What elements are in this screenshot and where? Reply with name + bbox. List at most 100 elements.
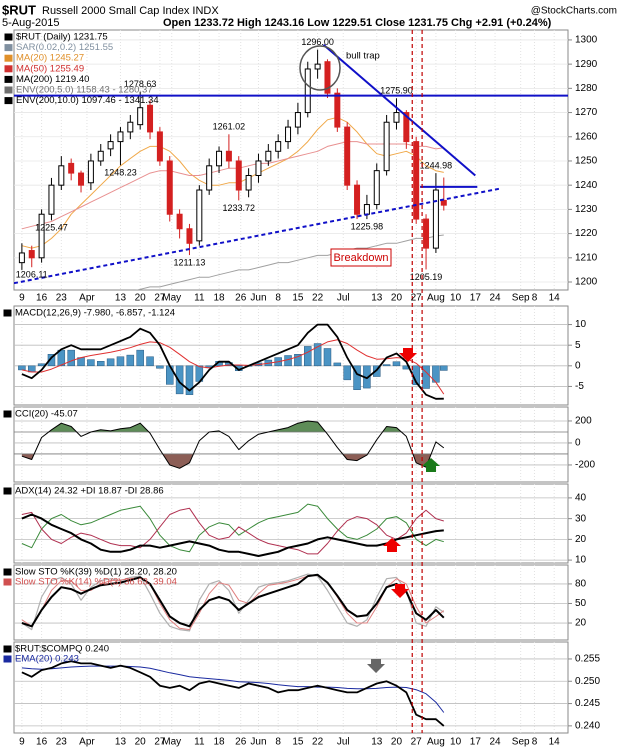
y-tick-label: 1250 [575, 156, 598, 167]
x-tick-label: 18 [213, 293, 225, 304]
low-label: 1206.11 [16, 270, 48, 280]
candle-body [235, 160, 242, 191]
annotations: bull trap Breakdown [299, 45, 440, 673]
x-tick-label: 8 [275, 293, 281, 304]
x-tick-label: 27 [154, 737, 166, 748]
x-tick-label: 16 [36, 293, 48, 304]
x-tick-label: Apr [79, 737, 95, 748]
x-tick-label: 26 [235, 737, 247, 748]
bull-trap-circle [299, 45, 341, 91]
legend-label: $RUT (Daily) 1231.75 [16, 32, 108, 43]
histogram-bar [96, 361, 105, 367]
candle-body [393, 112, 400, 123]
y-tick-label: 80 [575, 579, 587, 590]
x-tick-label: 24 [489, 293, 501, 304]
arrow [383, 538, 401, 552]
x-tick-label: Aug [427, 293, 445, 304]
arrow [367, 659, 385, 673]
histogram-bar [156, 365, 164, 369]
candle-body [127, 121, 134, 133]
histogram-bar [67, 349, 75, 367]
x-tick-label: 27 [411, 737, 423, 748]
candle-body [255, 160, 262, 176]
low-label: 1225.98 [351, 221, 384, 231]
x-tick-label: 22 [312, 737, 324, 748]
legend-label: ENV(200,5.0) 1158.43 - 1280.37 [16, 85, 153, 96]
y-tick-label: 1300 [575, 35, 598, 46]
x-tick-label: Jun [250, 293, 266, 304]
plot-area [14, 484, 568, 563]
x-tick-label: 24 [489, 737, 501, 748]
x-tick-label: May [162, 737, 181, 748]
x-tick-label: 26 [235, 293, 247, 304]
candle-body [440, 199, 447, 206]
x-tick-label: Sep [512, 737, 530, 748]
candle-body [18, 252, 25, 264]
x-tick-label: 17 [470, 737, 482, 748]
x-tick-label: Jul [337, 293, 350, 304]
x-tick-label: 13 [115, 737, 127, 748]
candle-body [216, 150, 223, 167]
x-tick-label: Jul [337, 737, 350, 748]
legend-swatch [4, 75, 13, 83]
y-tick-label: 0.255 [575, 654, 600, 665]
y-tick-label: 0 [575, 360, 581, 371]
legend-label: MA(200) 1219.40 [16, 74, 89, 85]
histogram-bar [185, 365, 194, 395]
candle-body [206, 165, 213, 191]
histogram-bar [343, 365, 351, 381]
x-tick-label: 13 [115, 293, 127, 304]
x-tick-label: 20 [391, 293, 403, 304]
candle-body [117, 131, 124, 143]
histogram-bar [382, 364, 391, 367]
legend-label: SAR(0.02,0.2) 1251.55 [16, 42, 113, 53]
legend-label: ENV(200,10.0) 1097.46 - 1341.34 [16, 95, 159, 106]
candle-body [304, 68, 311, 114]
x-tick-label: 20 [135, 737, 147, 748]
candle-body [137, 107, 144, 126]
series-line [21, 503, 444, 553]
candle-body [423, 218, 430, 249]
low-label: 1205.19 [410, 272, 443, 282]
x-tick-label: 20 [135, 293, 147, 304]
candle-body [107, 141, 114, 150]
trendline [322, 44, 476, 177]
x-tick-label: 16 [36, 737, 48, 748]
x-tick-label: Apr [79, 293, 95, 304]
histogram-bar [87, 359, 95, 367]
y-tick-label: 1280 [575, 83, 598, 94]
y-tick-label: 1200 [575, 277, 598, 288]
y-tick-label: 40 [575, 493, 587, 504]
legend-label: Slow STO %K(14) %D(3) 36.63, 39.04 [15, 577, 177, 588]
legend-label: MA(50) 1255.49 [16, 63, 84, 74]
chart-title: $RUT [2, 2, 36, 17]
legend-swatch [3, 410, 12, 418]
legend-swatch [3, 568, 12, 576]
high-label: 1261.02 [213, 122, 246, 132]
high-label: 1244.98 [420, 160, 453, 170]
y-tick-label: 1290 [575, 59, 598, 70]
series-line [21, 573, 445, 628]
panel [13, 406, 569, 483]
plot-area [14, 407, 568, 482]
x-tick-label: 14 [549, 293, 561, 304]
x-tick-label: 23 [56, 737, 68, 748]
candle-body [354, 184, 361, 215]
arrow [422, 458, 440, 472]
x-tick-label: 20 [391, 737, 403, 748]
candle-body [383, 121, 390, 172]
x-tick-label: Aug [427, 737, 445, 748]
candle-body [344, 126, 351, 186]
x-tick-label: 15 [292, 293, 304, 304]
legend-swatch [3, 309, 12, 317]
histogram-bar [353, 365, 361, 390]
low-label: 1233.72 [222, 203, 255, 213]
x-tick-label: 15 [292, 737, 304, 748]
candle-body [413, 141, 420, 220]
x-tick-label: 14 [549, 737, 561, 748]
panel [13, 29, 569, 291]
arrow [391, 584, 409, 598]
trendline [14, 187, 500, 285]
x-tick-label: 10 [450, 737, 462, 748]
